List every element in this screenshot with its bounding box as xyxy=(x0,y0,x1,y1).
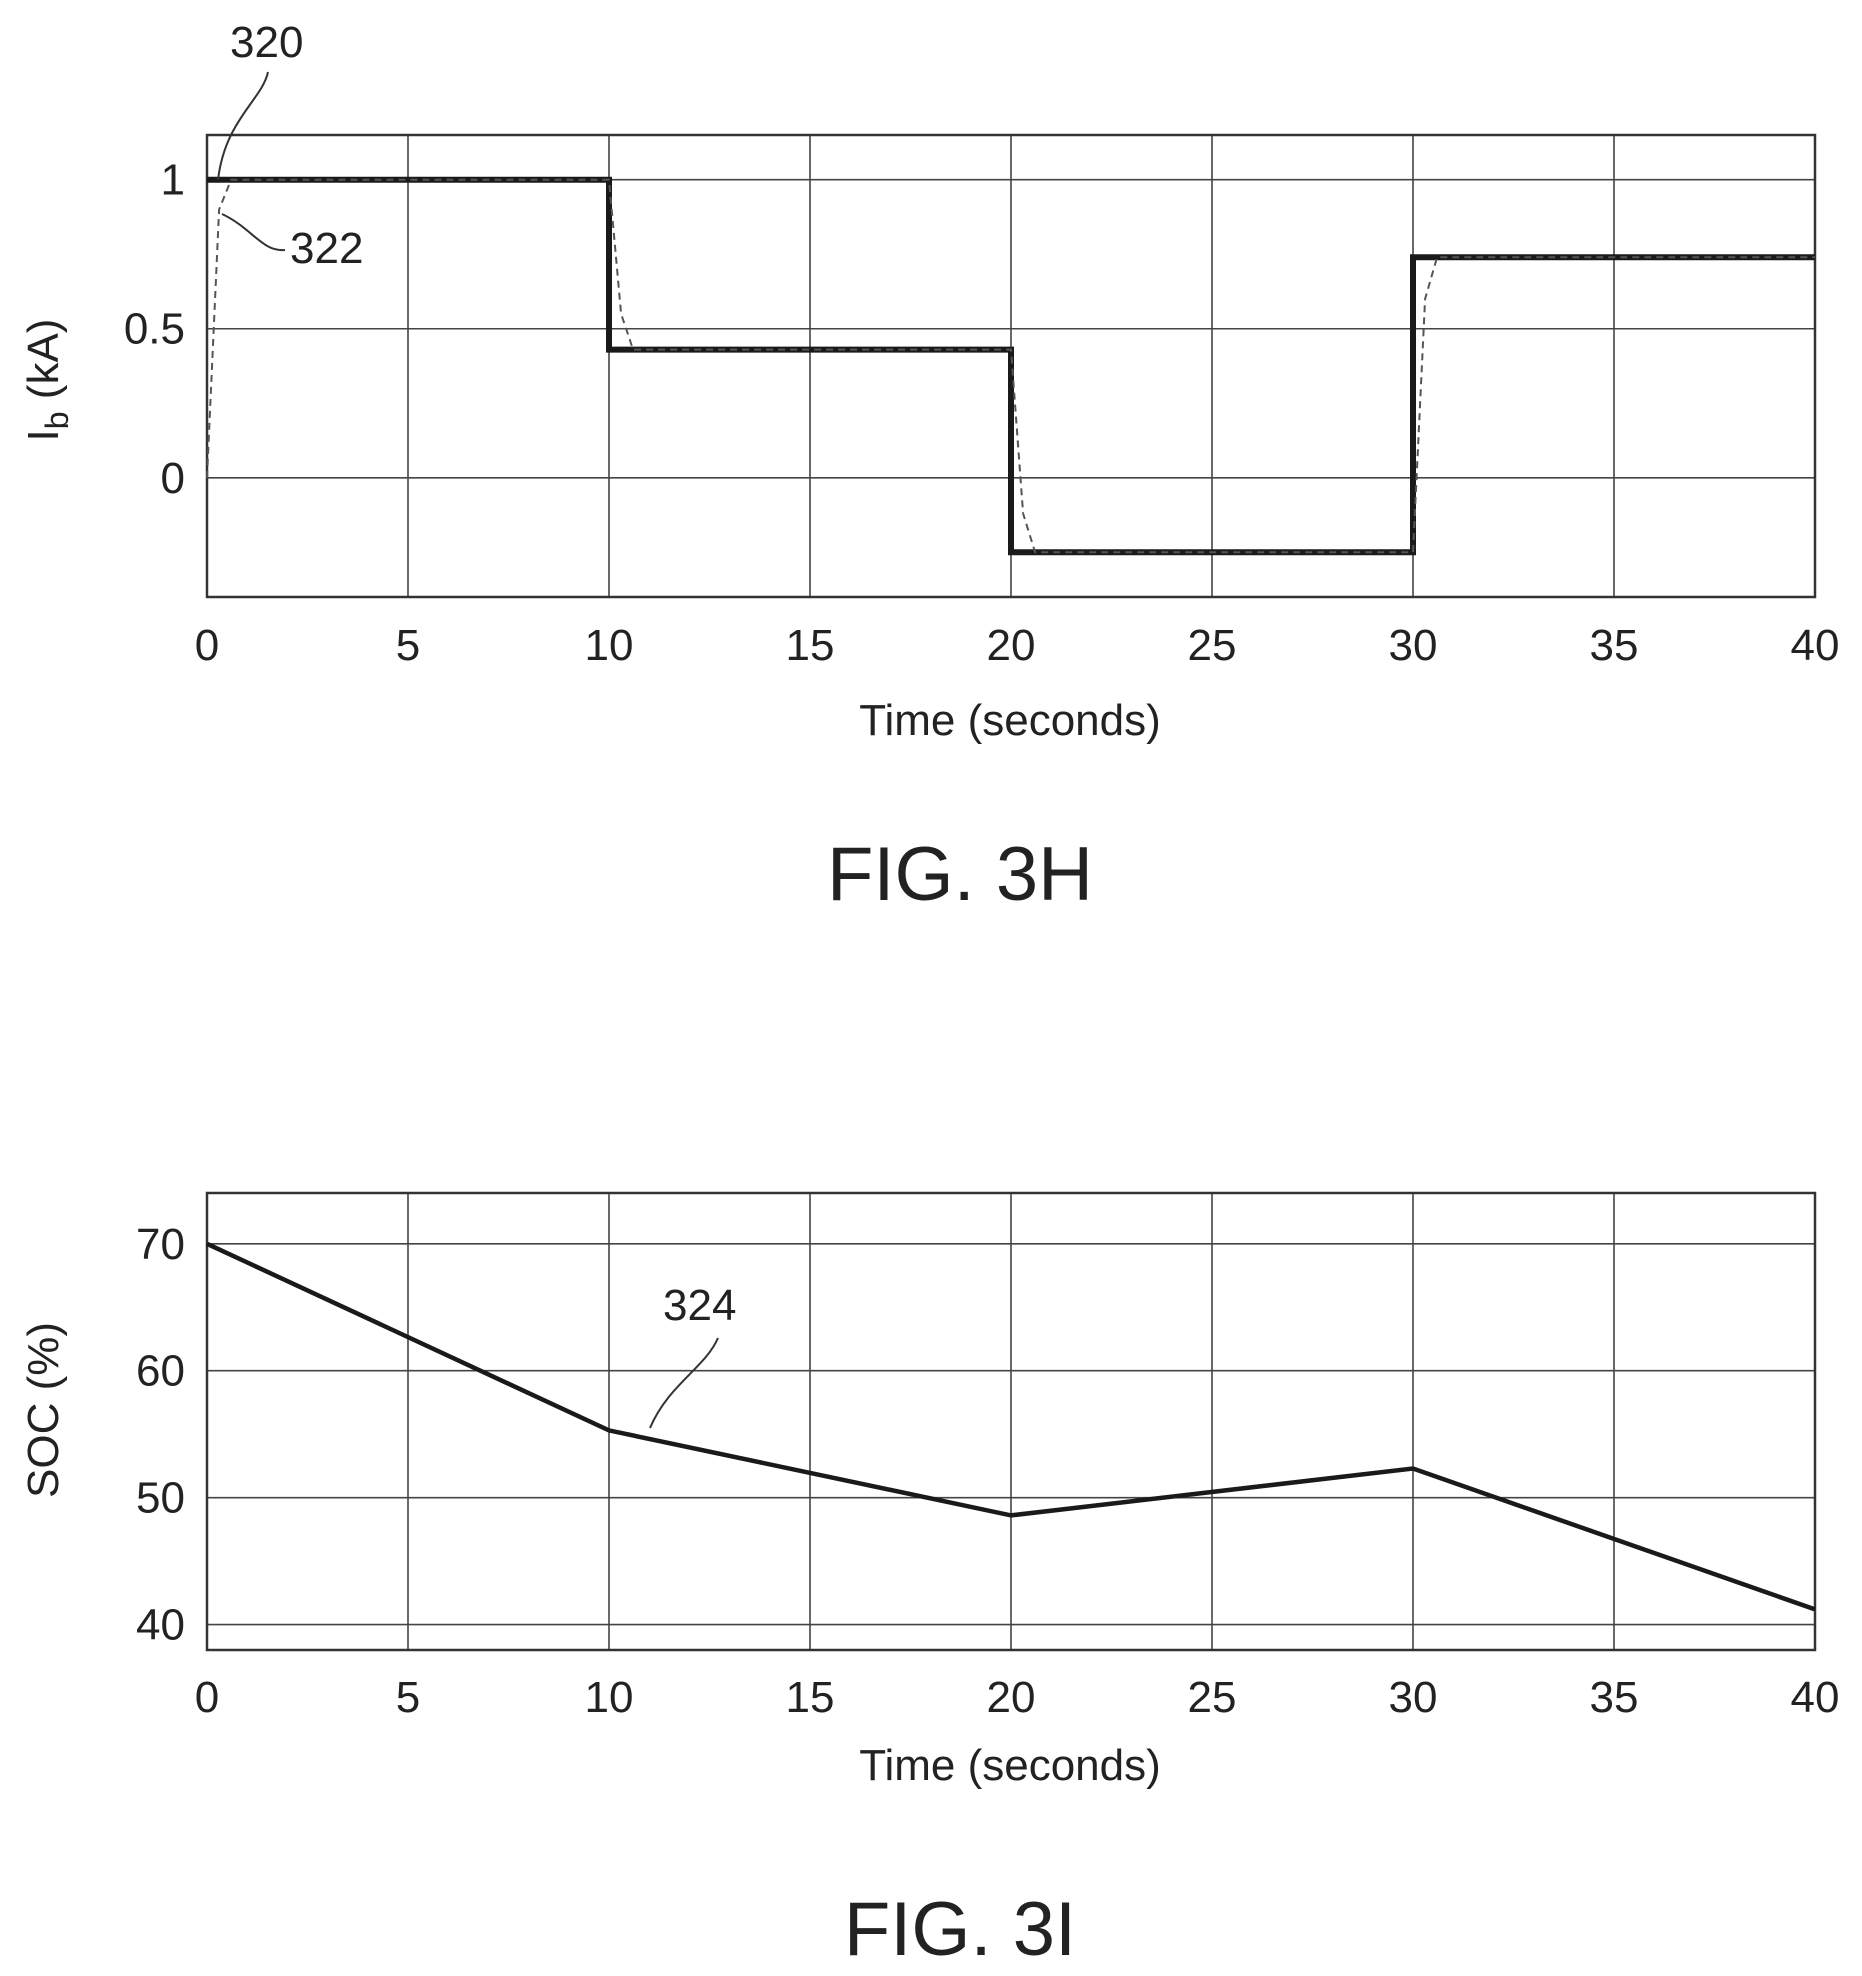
chart-3h-series xyxy=(206,176,1815,556)
chart-3h-xtick-label: 35 xyxy=(1590,621,1639,670)
chart-3h-xtick-label: 0 xyxy=(195,621,219,670)
chart-3i-xtick-label: 15 xyxy=(786,1673,835,1722)
chart-3h-ytick-label: 1 xyxy=(161,156,185,205)
chart-3h-xtick-label: 15 xyxy=(786,621,835,670)
chart-3h-xtick-label: 5 xyxy=(396,621,420,670)
chart-3i-ytick-label: 50 xyxy=(136,1474,185,1523)
chart-3h-series-322 xyxy=(206,178,1815,554)
chart-3h-leader-320 xyxy=(217,71,269,181)
chart-3h-xtick-label: 40 xyxy=(1791,621,1840,670)
chart-3i-xtick-label: 10 xyxy=(585,1673,634,1722)
chart-3i-x-axis-label: Time (seconds) xyxy=(859,1741,1161,1790)
chart-3i-figure-label: FIG. 3I xyxy=(844,1887,1076,1972)
chart-3i-series-324 xyxy=(206,1241,1816,1612)
chart-3h-xtick-label: 10 xyxy=(585,621,634,670)
chart-3i-y-axis-label: SOC (%) xyxy=(19,1322,68,1498)
chart-3i-grid xyxy=(207,1193,1815,1650)
chart-3i-annotations: 324 xyxy=(649,1281,736,1429)
chart-3i-xtick-label: 35 xyxy=(1590,1673,1639,1722)
chart-3h-yticks: 00.51 xyxy=(124,156,185,503)
chart-3h-ytick-label: 0 xyxy=(161,454,185,503)
chart-3h-y-axis-subscript: b xyxy=(39,411,75,429)
chart-3i-xtick-label: 5 xyxy=(396,1673,420,1722)
chart-3h-x-axis-label: Time (seconds) xyxy=(859,696,1161,745)
chart-3i-plot-frame xyxy=(205,1191,1817,1652)
chart-3h-ytick-label: 0.5 xyxy=(124,305,185,354)
chart-3i-xtick-label: 40 xyxy=(1791,1673,1840,1722)
chart-3h-y-axis-symbol: I xyxy=(19,429,68,441)
chart-3h-xtick-label: 30 xyxy=(1389,621,1438,670)
chart-3i-xtick-label: 20 xyxy=(987,1673,1036,1722)
chart-3h-y-axis-unit: (kA) xyxy=(19,319,68,412)
chart-3h-xticks: 0 5 10 15 20 25 30 35 40 xyxy=(195,621,1840,670)
chart-3h-figure-label: FIG. 3H xyxy=(827,832,1093,917)
chart-3h-ref-320: 320 xyxy=(230,18,303,67)
chart-3i-ytick-label: 60 xyxy=(136,1347,185,1396)
chart-3h-plot-frame xyxy=(205,133,1817,599)
chart-3h-series-320 xyxy=(207,176,1815,556)
chart-3i-xticks: 0 5 10 15 20 25 30 35 40 xyxy=(195,1673,1840,1722)
chart-3h-xtick-label: 20 xyxy=(987,621,1036,670)
chart-3i-ref-324: 324 xyxy=(663,1281,736,1330)
chart-3h-ref-322: 322 xyxy=(290,224,363,273)
chart-3i-series xyxy=(206,1241,1816,1612)
chart-3h-xtick-label: 25 xyxy=(1188,621,1237,670)
chart-3i-leader-324 xyxy=(649,1337,719,1429)
chart-3i-xtick-label: 30 xyxy=(1389,1673,1438,1722)
chart-3h-leader-322 xyxy=(221,213,286,252)
chart-3i-ytick-label: 70 xyxy=(136,1220,185,1269)
chart-3h-annotations: 320 322 xyxy=(217,18,363,273)
chart-3i-ytick-label: 40 xyxy=(136,1601,185,1650)
chart-3h-y-axis-label: Ib (kA) xyxy=(19,319,75,442)
chart-3i-yticks: 40 50 60 70 xyxy=(136,1220,185,1650)
chart-3i-xtick-label: 25 xyxy=(1188,1673,1237,1722)
chart-3i-xtick-label: 0 xyxy=(195,1673,219,1722)
chart-3i: 0 5 10 15 20 25 30 35 40 40 50 60 70 324 Time (seco… xyxy=(19,1191,1840,1972)
